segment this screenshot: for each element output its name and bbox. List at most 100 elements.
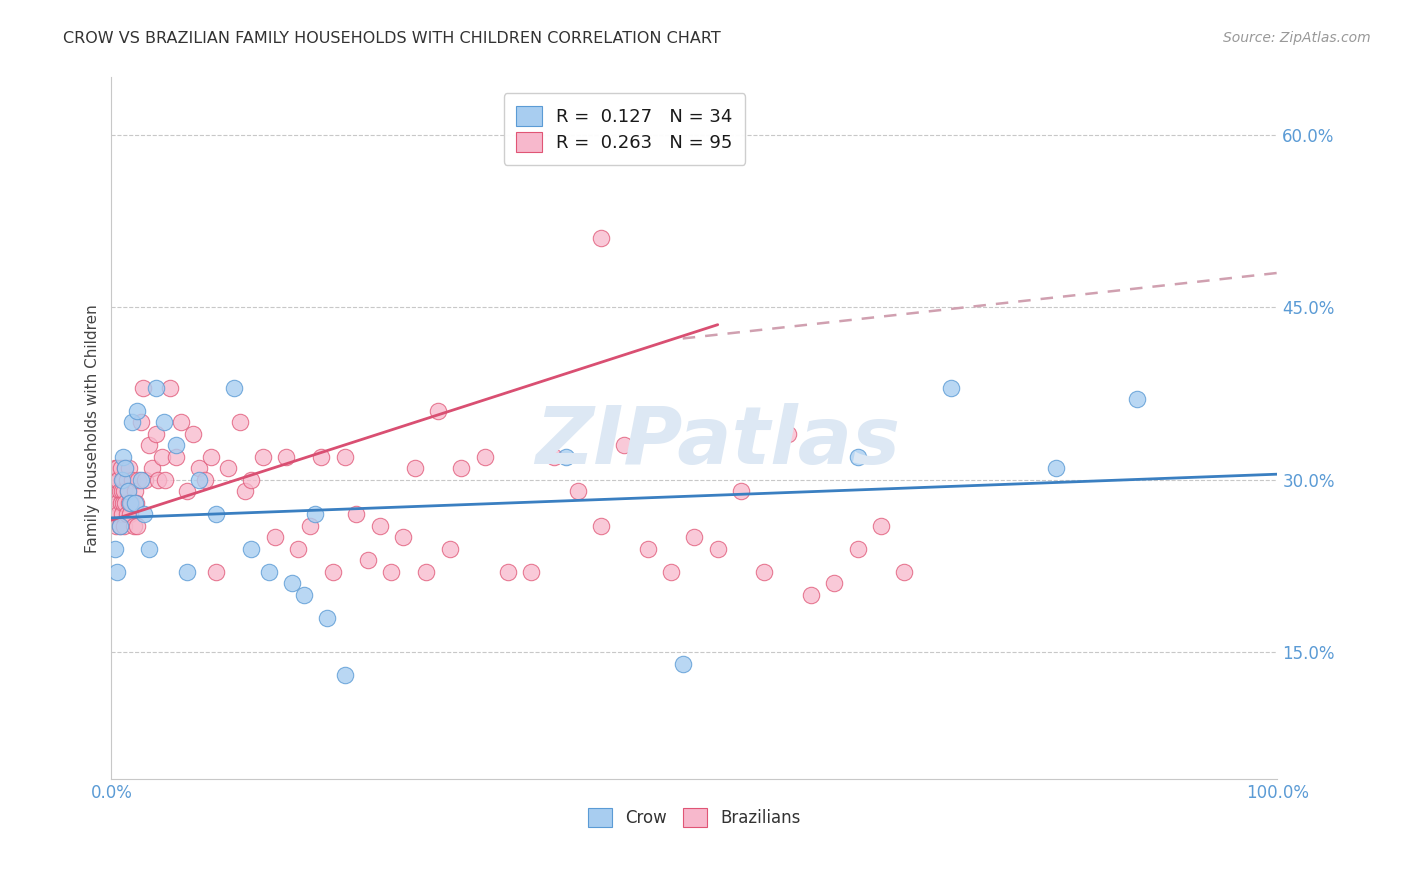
Point (637, 541, 659, 556)
Point (311, 450, 333, 464)
Point (846, 541, 869, 556)
Point (257, 565, 280, 579)
Point (200, 450, 222, 464)
Point (181, 426, 204, 441)
Point (333, 668, 356, 682)
Point (404, 461, 426, 475)
Point (281, 576, 304, 591)
Point (205, 508, 228, 522)
Point (754, 565, 776, 579)
Point (105, 473, 128, 487)
Point (165, 438, 187, 452)
Point (730, 484, 752, 499)
Point (105, 519, 128, 533)
Point (439, 541, 461, 556)
Point (111, 484, 134, 499)
Point (111, 473, 134, 487)
Point (415, 565, 437, 579)
Point (613, 438, 636, 452)
Point (187, 461, 209, 475)
Point (124, 496, 146, 510)
Point (235, 484, 257, 499)
Point (115, 473, 138, 487)
Point (129, 473, 152, 487)
Point (252, 450, 274, 464)
Point (474, 450, 496, 464)
Point (127, 473, 149, 487)
Point (120, 496, 142, 510)
Point (112, 519, 135, 533)
Point (145, 381, 167, 395)
Point (800, 588, 823, 602)
Point (591, 519, 613, 533)
Point (108, 484, 131, 499)
Point (132, 508, 155, 522)
Point (120, 496, 142, 510)
Point (159, 381, 181, 395)
Point (298, 519, 321, 533)
Point (101, 496, 124, 510)
Point (108, 519, 131, 533)
Point (125, 496, 148, 510)
Point (776, 426, 799, 441)
Point (870, 519, 893, 533)
Point (122, 519, 145, 533)
Point (846, 450, 869, 464)
Point (187, 473, 209, 487)
Point (1126, 392, 1149, 407)
Point (496, 565, 519, 579)
Point (146, 473, 169, 487)
Point (170, 416, 193, 430)
Y-axis label: Family Households with Children: Family Households with Children (86, 304, 100, 552)
Point (380, 565, 402, 579)
Point (520, 565, 543, 579)
Point (357, 553, 380, 567)
Point (112, 484, 135, 499)
Point (217, 461, 239, 475)
Point (141, 461, 163, 475)
Point (104, 484, 127, 499)
Point (276, 450, 298, 464)
Point (165, 450, 187, 464)
Point (125, 404, 148, 418)
Point (567, 484, 589, 499)
Point (240, 473, 263, 487)
Point (333, 450, 356, 464)
Point (304, 508, 326, 522)
Point (104, 541, 127, 556)
Point (145, 426, 167, 441)
Point (659, 565, 682, 579)
Point (222, 381, 245, 395)
Point (121, 416, 143, 430)
Point (893, 565, 915, 579)
Point (115, 508, 138, 522)
Point (591, 231, 613, 245)
Point (292, 588, 315, 602)
Point (368, 519, 391, 533)
Point (107, 473, 129, 487)
Point (426, 404, 449, 418)
Point (176, 565, 198, 579)
Point (287, 541, 309, 556)
Point (555, 450, 578, 464)
Point (114, 461, 136, 475)
Point (121, 473, 143, 487)
Point (114, 496, 136, 510)
Point (112, 496, 135, 510)
Point (823, 576, 845, 591)
Point (125, 519, 148, 533)
Point (672, 657, 695, 671)
Point (112, 450, 135, 464)
Point (105, 565, 128, 579)
Point (117, 484, 139, 499)
Point (316, 611, 339, 625)
Point (132, 381, 155, 395)
Point (118, 496, 141, 510)
Point (543, 450, 565, 464)
Text: Source: ZipAtlas.com: Source: ZipAtlas.com (1223, 31, 1371, 45)
Point (138, 438, 160, 452)
Text: ZIPatlas: ZIPatlas (536, 403, 900, 481)
Point (118, 461, 141, 475)
Point (129, 416, 152, 430)
Point (344, 508, 367, 522)
